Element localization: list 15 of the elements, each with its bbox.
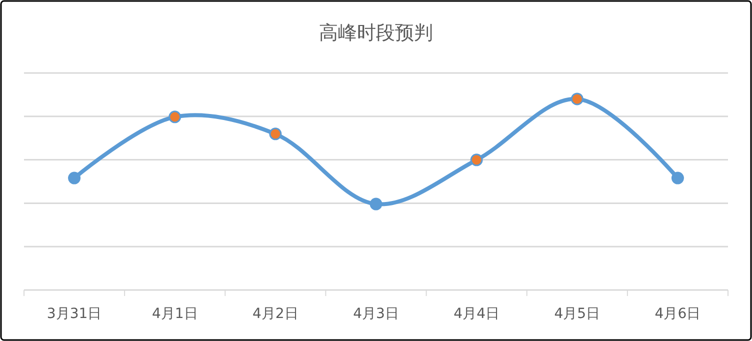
point <box>470 154 483 166</box>
point <box>168 110 182 124</box>
x-tick-label: 4月6日 <box>654 306 701 322</box>
x-tick-label: 4月3日 <box>353 306 399 322</box>
chart-title: 高峰时段预判 <box>319 22 433 44</box>
x-tick-label: 3月31日 <box>46 306 102 322</box>
point <box>370 198 382 210</box>
x-tick-label: 4月4日 <box>454 306 500 322</box>
x-tick-label: 4月2日 <box>252 306 298 322</box>
point <box>269 128 282 140</box>
point <box>570 92 584 106</box>
point <box>68 172 81 184</box>
x-tick-label: 4月5日 <box>554 306 600 322</box>
x-tick-label: 4月1日 <box>152 306 198 322</box>
point <box>671 172 684 184</box>
